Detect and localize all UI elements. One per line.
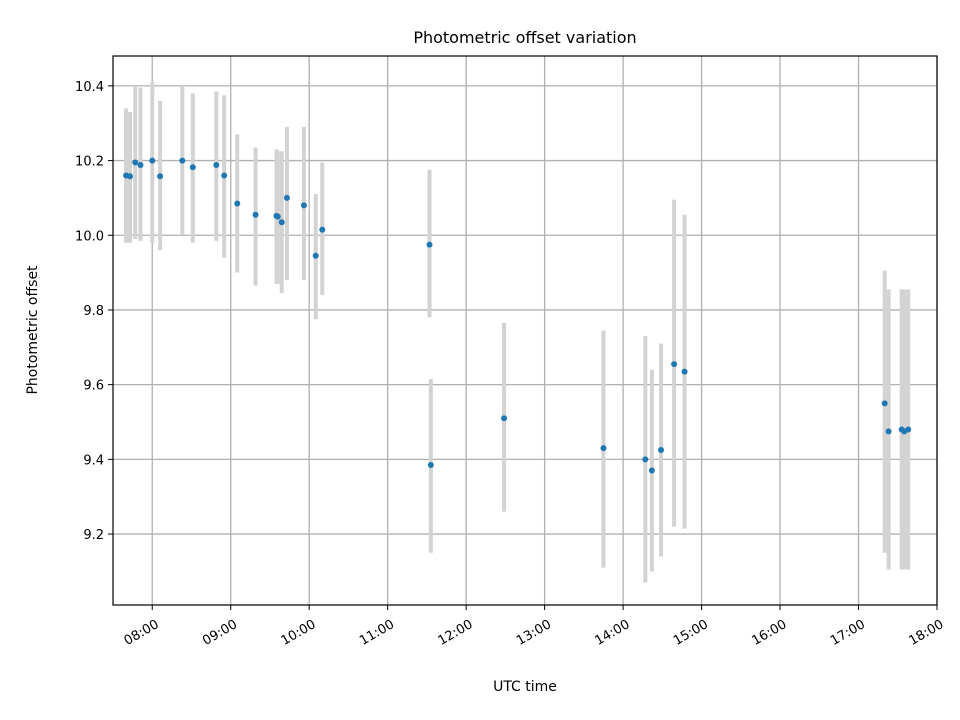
- y-axis-label: Photometric offset: [25, 265, 41, 395]
- plot-area: [113, 56, 937, 605]
- data-point: [149, 157, 156, 164]
- chart-title: Photometric offset variation: [413, 28, 636, 47]
- data-point: [127, 173, 134, 180]
- y-ticks: 9.2 9.4 9.6 9.8 10.0 10.2 10.4: [75, 80, 113, 543]
- data-point: [671, 361, 678, 368]
- data-point: [137, 162, 144, 169]
- plot-frame: [112, 55, 938, 606]
- y-gridlines: [113, 85, 937, 535]
- y-tick-label: 9.6: [83, 379, 104, 394]
- data-point: [312, 252, 319, 259]
- data-point: [300, 202, 307, 209]
- data-point: [319, 226, 326, 233]
- data-point: [278, 219, 285, 226]
- y-tick-label: 9.8: [83, 304, 104, 319]
- data-point: [132, 159, 139, 166]
- data-point: [426, 241, 433, 248]
- y-tick-label: 9.4: [83, 453, 104, 468]
- data-point: [189, 164, 196, 171]
- y-tick-label: 10.0: [75, 229, 104, 244]
- data-point: [658, 447, 665, 454]
- y-tick-label: 10.4: [75, 80, 104, 95]
- data-point: [157, 173, 164, 180]
- data-point: [221, 172, 228, 179]
- data-point: [905, 426, 912, 433]
- data-point: [885, 428, 892, 435]
- data-point: [234, 200, 241, 207]
- x-axis-label: UTC time: [493, 679, 557, 695]
- data-points: [123, 157, 912, 474]
- data-point: [179, 157, 186, 164]
- data-point: [252, 211, 259, 218]
- data-point: [681, 368, 688, 375]
- y-tick-label: 10.2: [75, 155, 104, 170]
- data-point: [881, 400, 888, 407]
- data-point: [642, 456, 649, 463]
- data-point: [213, 162, 220, 169]
- data-point: [648, 467, 655, 474]
- data-point: [600, 445, 607, 452]
- data-point: [501, 415, 508, 422]
- data-point: [427, 461, 434, 468]
- data-point: [283, 194, 290, 201]
- data-point: [274, 213, 281, 220]
- y-tick-label: 9.2: [83, 528, 104, 543]
